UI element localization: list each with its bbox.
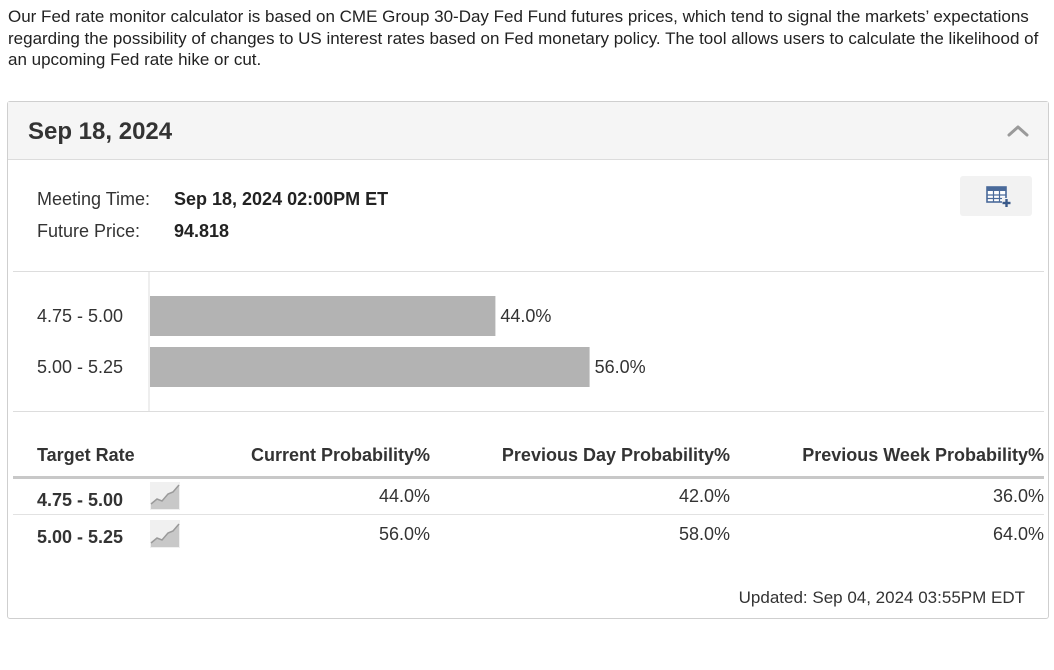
bar-value-label: 56.0% [595,357,646,377]
bar-value-label: 44.0% [500,306,551,326]
probability-bar [150,296,496,336]
row-current-probability: 44.0% [378,486,430,506]
panel-title: Sep 18, 2024 [28,118,173,145]
panel-header[interactable]: Sep 18, 2024 [8,102,1048,160]
row-target-rate: 4.75 - 5.00 [37,490,124,510]
row-current-probability: 56.0% [378,524,430,544]
divider [13,271,1044,272]
meeting-time-value: Sep 18, 2024 02:00PM ET [174,189,389,209]
future-price-label: Future Price: [37,221,141,241]
row-previous-week-probability: 36.0% [992,486,1044,506]
trend-chart-icon[interactable] [150,520,180,548]
row-previous-day-probability: 58.0% [678,524,730,544]
bar-category-label: 5.00 - 5.25 [37,357,123,377]
header-target-rate: Target Rate [37,445,135,465]
meeting-time-label: Meeting Time: [37,189,151,209]
row-previous-day-probability: 42.0% [678,486,730,506]
trend-chart-icon[interactable] [150,482,180,510]
header-previous-week-probability: Previous Week Probability% [802,445,1044,465]
table-header-divider [13,476,1044,479]
intro-text: Our Fed rate monitor calculator is based… [8,7,1039,69]
probability-bar-chart: 4.75 - 5.00 44.0% 5.00 - 5.25 56.0% [37,272,646,411]
fed-meeting-panel: Sep 18, 2024 Meeting Time: Sep 18, 2024 … [7,101,1049,619]
chevron-up-icon[interactable] [1006,120,1030,140]
table-add-icon [986,186,1011,207]
row-previous-week-probability: 64.0% [992,524,1044,544]
probability-bar [150,347,590,387]
updated-timestamp: Updated: Sep 04, 2024 03:55PM EDT [738,588,1025,607]
bar-category-label: 4.75 - 5.00 [37,306,123,326]
future-price-value: 94.818 [174,221,230,241]
header-current-probability: Current Probability% [250,445,430,465]
divider [13,411,1044,412]
row-divider [13,514,1044,515]
header-previous-day-probability: Previous Day Probability% [501,445,730,465]
row-target-rate: 5.00 - 5.25 [37,527,124,547]
add-table-button[interactable] [960,176,1032,216]
